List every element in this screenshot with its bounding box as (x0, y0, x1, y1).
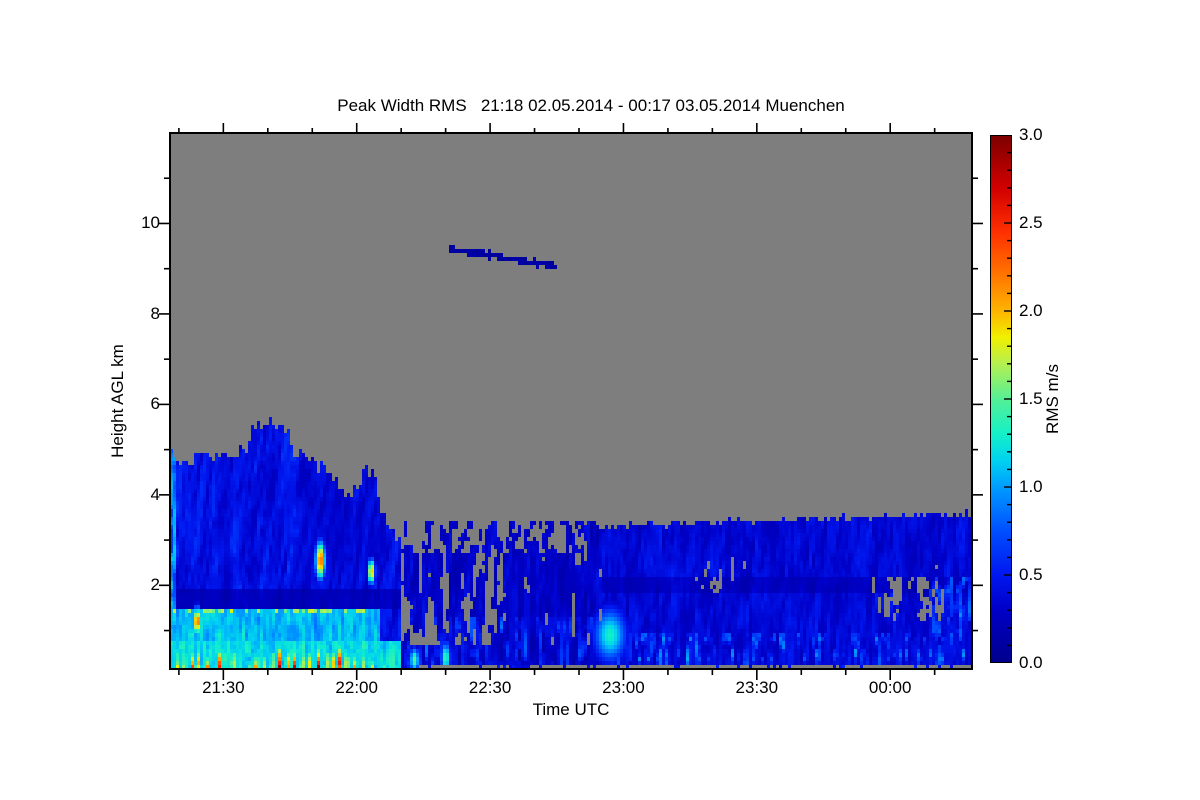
colorbar-tick-label: 1.0 (1019, 477, 1043, 496)
y-tick-label: 8 (150, 303, 160, 323)
colorbar-tick-label: 2.0 (1019, 301, 1043, 320)
y-tick-label: 10 (141, 213, 160, 233)
colorbar-tick-label: 1.5 (1019, 389, 1043, 408)
colorbar-gradient (990, 135, 1012, 663)
y-tick-label: 4 (150, 484, 160, 504)
colorbar-tick-label: 0.0 (1019, 653, 1043, 672)
x-tick-label: 22:00 (335, 678, 378, 697)
chart-title: Peak Width RMS 21:18 02.05.2014 - 00:17 … (337, 96, 845, 115)
x-tick-label: 00:00 (868, 678, 912, 697)
heatmap-canvas (170, 133, 972, 669)
colorbar-tick-label: 3.0 (1019, 125, 1043, 144)
x-tick-label: 22:30 (468, 678, 512, 697)
colorbar-tick-label: 0.5 (1019, 565, 1043, 584)
x-axis-label: Time UTC (532, 700, 610, 719)
colorbar-tick-label: 2.5 (1019, 213, 1043, 232)
x-tick-label: 23:00 (602, 678, 645, 697)
y-tick-label: 6 (150, 394, 160, 414)
y-tick-label: 2 (150, 575, 160, 595)
x-tick-label: 21:30 (202, 678, 245, 697)
x-tick-label: 23:30 (735, 678, 779, 697)
